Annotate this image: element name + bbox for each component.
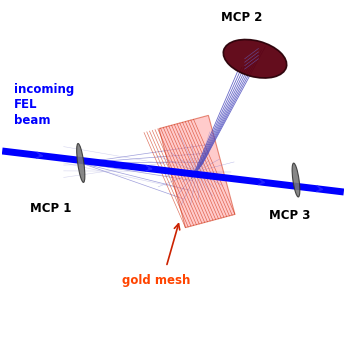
Text: gold mesh: gold mesh (122, 274, 190, 287)
Text: MCP 2: MCP 2 (221, 11, 262, 24)
Ellipse shape (292, 163, 300, 197)
Polygon shape (159, 115, 235, 228)
Ellipse shape (223, 39, 287, 78)
Ellipse shape (77, 143, 85, 182)
Text: MCP 1: MCP 1 (29, 202, 71, 215)
Text: MCP 3: MCP 3 (268, 209, 310, 222)
Text: incoming
FEL
beam: incoming FEL beam (14, 83, 74, 127)
